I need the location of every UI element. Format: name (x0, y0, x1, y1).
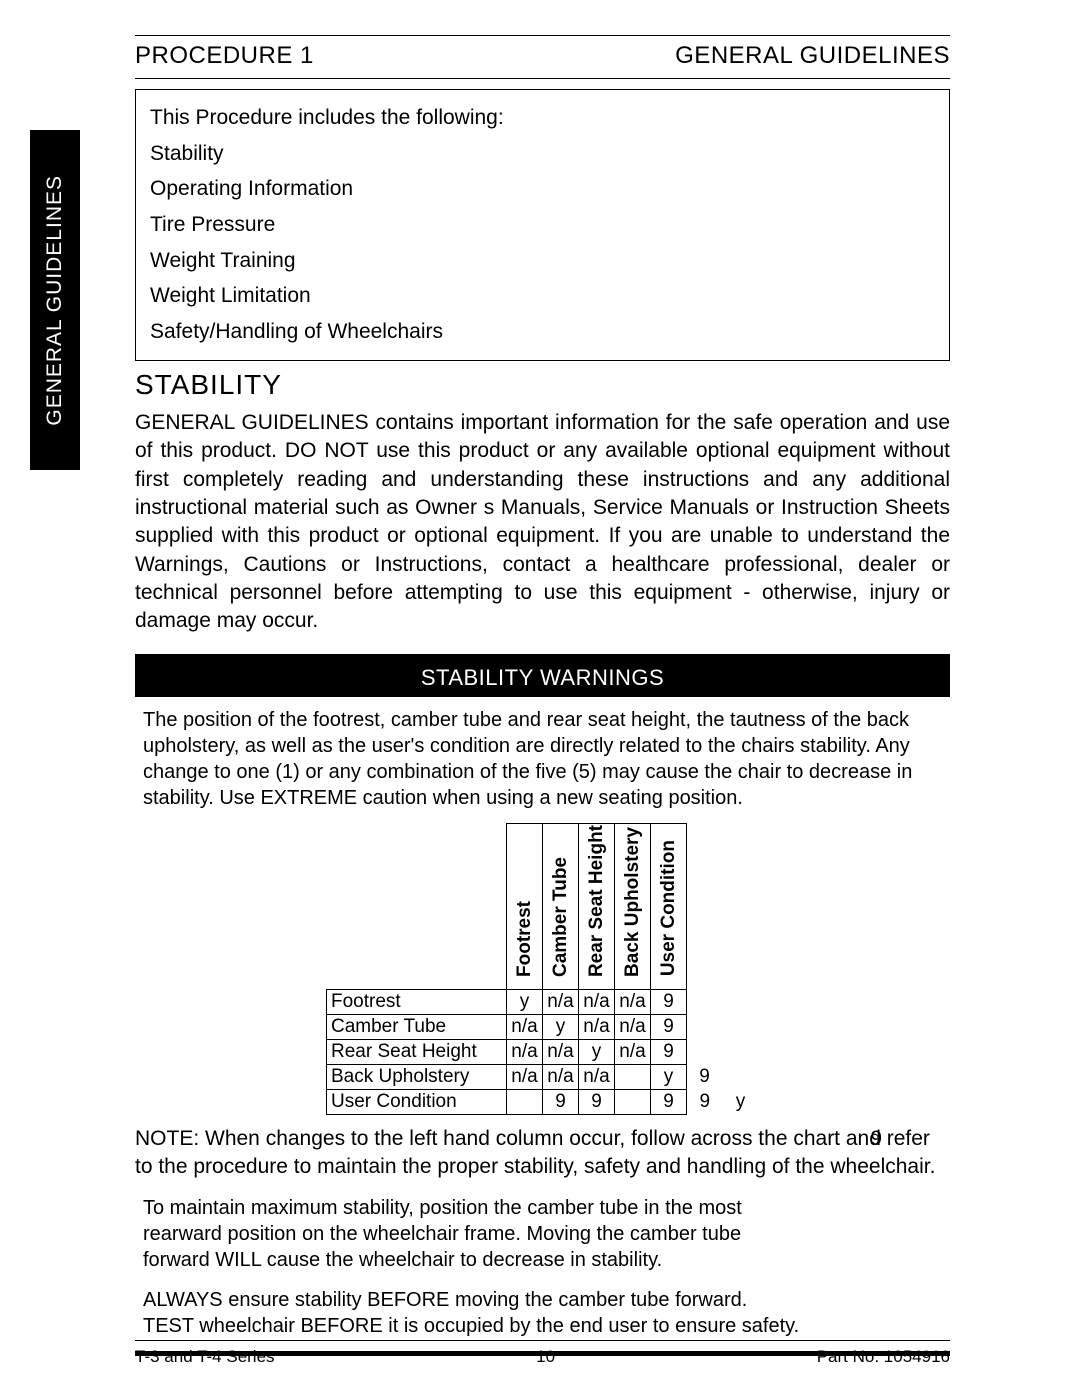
cell: n/a (507, 1064, 543, 1089)
contents-item: Tire Pressure (150, 207, 935, 243)
side-tab: GENERAL GUIDELINES (30, 130, 80, 470)
cell: n/a (579, 989, 615, 1014)
col-header: User Condition (651, 823, 687, 989)
cell: 9 (579, 1089, 615, 1114)
cell: y (579, 1039, 615, 1064)
cell: n/a (507, 1014, 543, 1039)
overflow-cell: 9 (687, 1089, 723, 1114)
table-row: Footrest y n/a n/a n/a 9 (327, 989, 759, 1014)
footer-rule (135, 1340, 950, 1341)
warning-p2: To maintain maximum stability, position … (135, 1195, 950, 1273)
col-header: Back Upholstery (615, 823, 651, 989)
warning-block: STABILITY WARNINGS The position of the f… (135, 654, 950, 1357)
stability-paragraph: GENERAL GUIDELINES contains important in… (135, 409, 950, 636)
cell: n/a (543, 989, 579, 1014)
footer-left: T-3 and T-4 Series (135, 1347, 275, 1367)
cell: 9 (651, 1039, 687, 1064)
table-row: Back Upholstery n/a n/a n/a y 9 (327, 1064, 759, 1089)
col-header: Footrest (507, 823, 543, 989)
page: GENERAL GUIDELINES PROCEDURE 1 GENERAL G… (0, 0, 1080, 1397)
cell (507, 1089, 543, 1114)
contents-item: Operating Information (150, 171, 935, 207)
table-header-row: Footrest Camber Tube Rear Seat Height Ba… (327, 823, 759, 989)
cell: 9 (651, 1014, 687, 1039)
cell: 9 (651, 989, 687, 1014)
stability-matrix: Footrest Camber Tube Rear Seat Height Ba… (326, 823, 759, 1115)
cell: n/a (615, 1039, 651, 1064)
section-title: STABILITY (135, 369, 950, 401)
cell: n/a (543, 1039, 579, 1064)
table-row: Camber Tube n/a y n/a n/a 9 (327, 1014, 759, 1039)
row-label: User Condition (327, 1089, 507, 1114)
row-label: Back Upholstery (327, 1064, 507, 1089)
page-header: PROCEDURE 1 GENERAL GUIDELINES (135, 38, 950, 76)
header-rule-2 (135, 78, 950, 79)
cell: n/a (579, 1014, 615, 1039)
footer-center: 10 (536, 1347, 555, 1367)
contents-item: Stability (150, 136, 935, 172)
note-overlap-char: 9 (870, 1125, 882, 1153)
header-left: PROCEDURE 1 (135, 42, 314, 70)
cell: n/a (615, 989, 651, 1014)
cell: n/a (615, 1014, 651, 1039)
matrix-corner (327, 823, 507, 989)
contents-item: Weight Limitation (150, 278, 935, 314)
contents-item: Safety/Handling of Wheelchairs (150, 314, 935, 350)
warning-intro: The position of the footrest, camber tub… (135, 707, 950, 811)
cell: n/a (507, 1039, 543, 1064)
overflow-header (723, 823, 759, 989)
cell: y (507, 989, 543, 1014)
col-header: Rear Seat Height (579, 823, 615, 989)
warning-title: STABILITY WARNINGS (135, 659, 950, 697)
table-row: Rear Seat Height n/a n/a y n/a 9 (327, 1039, 759, 1064)
contents-item: Weight Training (150, 243, 935, 279)
cell: y (651, 1064, 687, 1089)
cell: n/a (579, 1064, 615, 1089)
footer-right: Part No. 1054916 (817, 1347, 950, 1367)
page-footer: T-3 and T-4 Series 10 Part No. 1054916 (135, 1340, 950, 1367)
header-rule-1 (135, 35, 950, 36)
warning-p3: ALWAYS ensure stability BEFORE moving th… (135, 1287, 950, 1339)
overflow-cell: y (723, 1089, 759, 1114)
cell: 9 (543, 1089, 579, 1114)
cell (615, 1064, 651, 1089)
row-label: Footrest (327, 989, 507, 1014)
cell: 9 (651, 1089, 687, 1114)
cell: n/a (543, 1064, 579, 1089)
header-right: GENERAL GUIDELINES (675, 42, 950, 70)
row-label: Rear Seat Height (327, 1039, 507, 1064)
side-tab-label: GENERAL GUIDELINES (43, 175, 67, 426)
table-row: User Condition 9 9 9 9 y (327, 1089, 759, 1114)
cell: y (543, 1014, 579, 1039)
col-header: Camber Tube (543, 823, 579, 989)
note-text: NOTE: When changes to the left hand colu… (135, 1125, 950, 1182)
stability-matrix-wrap: Footrest Camber Tube Rear Seat Height Ba… (135, 823, 950, 1115)
row-label: Camber Tube (327, 1014, 507, 1039)
contents-box: This Procedure includes the following: S… (135, 89, 950, 361)
contents-intro: This Procedure includes the following: (150, 100, 935, 136)
overflow-header (687, 823, 723, 989)
cell (615, 1089, 651, 1114)
overflow-cell: 9 (687, 1064, 723, 1089)
